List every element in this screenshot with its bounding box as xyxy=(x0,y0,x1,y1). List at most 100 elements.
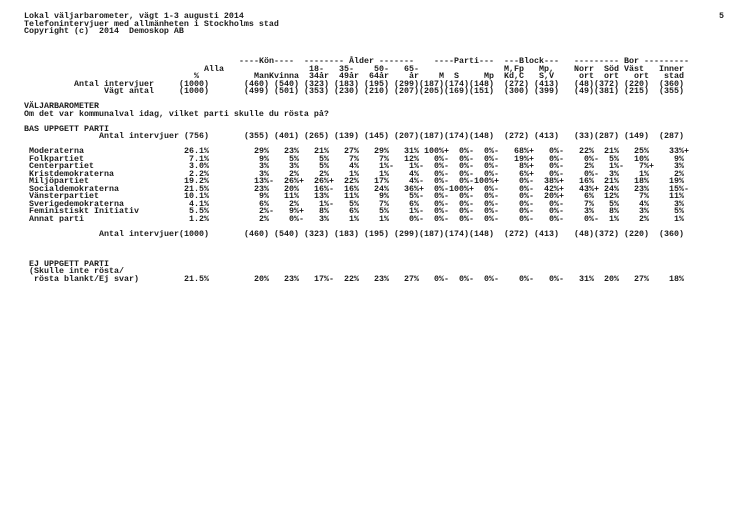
value-cell: 0%- xyxy=(484,273,499,284)
value-cell: 0%- xyxy=(584,213,599,224)
value-cell: 0%- xyxy=(484,198,499,209)
value-cell: (148) xyxy=(469,228,494,239)
value-cell: 13%- xyxy=(254,176,274,186)
value-cell: 1%- xyxy=(319,198,334,209)
value-cell: (169) xyxy=(444,86,469,96)
value-cell: 0%- xyxy=(484,161,499,171)
value-cell: (1000) xyxy=(179,86,209,96)
value-cell: 0%- xyxy=(519,198,534,209)
party-row-label: Feministiskt Initiativ xyxy=(29,206,139,216)
value-cell: (413) xyxy=(534,131,559,141)
column-header: ort xyxy=(579,71,594,81)
value-cell: (139) xyxy=(334,131,359,141)
value-cell: (413) xyxy=(534,78,559,89)
value-cell: 5% xyxy=(609,153,619,164)
value-cell: (195) xyxy=(364,78,389,89)
value-cell: 0%- xyxy=(549,153,564,164)
value-cell: 3% xyxy=(674,198,684,209)
column-group-header: ----Parti--- xyxy=(434,56,494,66)
value-cell: (265) xyxy=(304,131,329,141)
value-cell: (49) xyxy=(574,86,594,96)
value-cell: 17%- xyxy=(314,273,334,284)
value-cell: 10% xyxy=(634,153,649,164)
value-cell: 0%- xyxy=(484,146,499,156)
value-cell: 38%+ xyxy=(544,176,564,186)
value-cell: 9% xyxy=(674,153,684,164)
value-cell: (220) xyxy=(624,228,649,239)
value-cell: 0%- xyxy=(549,146,564,156)
value-cell: 0%- xyxy=(434,176,449,186)
value-cell: 29% xyxy=(254,146,269,156)
value-cell: 23% xyxy=(254,183,269,194)
party-row-label: Moderaterna xyxy=(29,146,84,156)
value-cell: 6%+ xyxy=(519,168,534,179)
value-cell: 3% xyxy=(289,161,299,171)
report-title-line: Lokal väljarbarometer, vägt 1-3 augusti … xyxy=(24,11,244,21)
party-row-label: Kristdemokraterna xyxy=(29,168,114,179)
value-cell: 100%+ xyxy=(449,183,474,194)
value-cell: 5% xyxy=(319,161,329,171)
value-cell: 0%- xyxy=(434,206,449,216)
value-cell: 11% xyxy=(669,191,684,201)
value-cell: 0%- xyxy=(434,191,449,201)
value-cell: 3% xyxy=(639,206,649,216)
value-cell: (195) xyxy=(364,228,389,239)
question-text: Om det var kommunalval idag, vilket part… xyxy=(24,108,329,119)
value-cell: (149) xyxy=(624,131,649,141)
value-cell: (499) xyxy=(244,86,269,96)
value-cell: (220) xyxy=(624,78,649,89)
value-cell: 0%- xyxy=(484,183,499,194)
value-cell: (360) xyxy=(659,78,684,89)
value-cell: (174) xyxy=(444,131,469,141)
value-cell: 9% xyxy=(259,153,269,164)
value-cell: (272) xyxy=(504,78,529,89)
value-cell: (207) xyxy=(394,86,419,96)
column-header: 64år xyxy=(369,71,389,81)
party-row-label: Sverigedemokraterna xyxy=(29,198,124,209)
value-cell: 22% xyxy=(344,176,359,186)
value-cell: 6% xyxy=(259,198,269,209)
column-header: Inner xyxy=(659,63,684,74)
value-cell: (145) xyxy=(364,131,389,141)
column-group-header: -------- Ålder ------- xyxy=(304,56,414,66)
column-header: Söd xyxy=(604,63,619,74)
value-cell: 0%- xyxy=(459,176,474,186)
value-cell: 9%+ xyxy=(289,206,304,216)
value-cell: 12% xyxy=(604,191,619,201)
value-cell: (272) xyxy=(504,131,529,141)
value-cell: 3% xyxy=(259,168,269,179)
value-cell: 5% xyxy=(319,153,329,164)
value-cell: 100%+ xyxy=(474,176,499,186)
value-cell: 7% xyxy=(349,153,359,164)
value-cell: 2% xyxy=(674,168,684,179)
value-cell: 19% xyxy=(669,176,684,186)
value-cell: 16% xyxy=(344,183,359,194)
value-cell: 0%- xyxy=(459,146,474,156)
column-header: ort xyxy=(634,71,649,81)
value-cell: (1000) xyxy=(179,228,209,239)
value-cell: (287) xyxy=(659,131,684,141)
party-row-label: Vänsterpartiet xyxy=(29,191,99,201)
value-cell: 2% xyxy=(259,213,269,224)
totals-label: Vägt antal xyxy=(104,86,154,96)
value-cell: 0%- xyxy=(549,198,564,209)
value-cell: (413) xyxy=(534,228,559,239)
value-cell: 18% xyxy=(634,176,649,186)
value-cell: 1% xyxy=(379,168,389,179)
value-cell: (174) xyxy=(444,228,469,239)
column-header: M,Fp xyxy=(504,63,524,74)
value-cell: 8% xyxy=(609,206,619,216)
value-cell: (540) xyxy=(274,228,299,239)
value-cell: 3% xyxy=(319,213,329,224)
value-cell: 20% xyxy=(604,273,619,284)
value-cell: (183) xyxy=(334,78,359,89)
no-party-label: rösta blankt/Ej svar) xyxy=(34,273,139,284)
value-cell: 21% xyxy=(604,176,619,186)
column-header: S,V xyxy=(539,71,554,81)
value-cell: 43%+ xyxy=(579,183,599,194)
value-cell: 0%- xyxy=(434,153,449,164)
value-cell: 6% xyxy=(349,206,359,216)
value-cell: 26.1% xyxy=(184,146,209,156)
column-header: M xyxy=(439,71,444,81)
